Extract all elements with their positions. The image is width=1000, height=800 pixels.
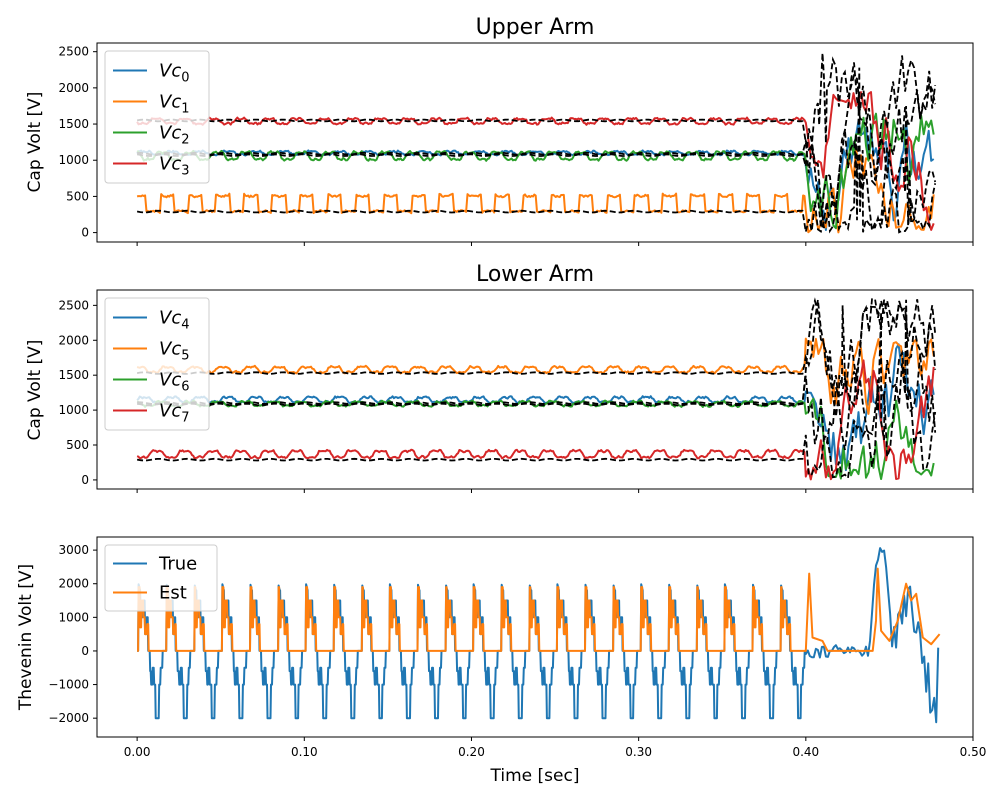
y-tick-label: 1500 [58,117,89,131]
thevenin-axes: Thevenin Volt [V] 0.00 0.10 0.20 0.30 0.40 0.… [16,536,987,786]
y-tick-label: 2500 [58,298,89,312]
series-vc6-line [136,397,935,480]
series-vc3-line [136,91,935,231]
legend-label-vc7: Vc7 [159,401,190,426]
legend-label-vc0: Vc0 [159,61,190,86]
y-tick-label: 1500 [58,368,89,382]
y-tick-label: 0 [81,473,89,487]
reference-line-2 [136,297,937,468]
y-tick-label: −2000 [48,711,89,725]
y-tick-label: 0 [81,226,89,240]
series-vc2-line [136,112,935,230]
series-est-line [136,567,941,652]
y-tick-label: 500 [66,189,89,203]
x-tick-label: 0.20 [458,745,485,759]
y-tick-label: 2500 [58,45,89,59]
reference-line-3 [136,299,937,477]
legend-box [104,544,218,612]
legend-label-vc4: Vc4 [159,308,190,333]
y-tick-label: 1000 [58,610,89,624]
legend-label-vc6: Vc6 [159,370,190,395]
lower-arm-legend: Vc4 Vc5 Vc6 Vc7 [104,297,210,431]
upper-arm-ylabel: Cap Volt [V] [25,92,45,193]
legend-label-vc1: Vc1 [159,92,190,117]
y-tick-label: 1000 [58,403,89,417]
y-tick-label: 2000 [58,577,89,591]
x-tick-label: 0.50 [960,745,987,759]
y-tick-label: 2000 [58,333,89,347]
thevenin-legend: True Est [104,544,218,612]
legend-label-true: True [158,554,197,575]
series-vc7-line [136,359,935,481]
upper-arm-legend: Vc0 Vc1 Vc2 Vc3 [104,50,210,184]
legend-label-vc2: Vc2 [159,123,190,148]
thevenin-frame [96,536,974,738]
x-tick-label: 0.10 [291,745,318,759]
series-vc4-line [136,343,935,472]
upper-arm-frame [96,42,974,243]
y-tick-label: −1000 [48,678,89,692]
reference-line-0 [136,297,937,417]
lower-arm-frame [96,289,974,490]
series-vc5-line [136,337,935,415]
y-tick-label: 1000 [58,153,89,167]
reference-line-3 [136,55,937,234]
y-tick-label: 500 [66,438,89,452]
reference-line-0 [136,53,937,187]
upper-arm-axes: Upper Arm Cap Volt [V] 0 500 1000 1500 2000 2… [25,15,974,246]
legend-label-vc5: Vc5 [159,339,190,364]
x-tick-label: 0.00 [124,745,151,759]
legend-label-vc3: Vc3 [159,154,190,179]
y-tick-label: 0 [81,644,89,658]
y-tick-label: 3000 [58,543,89,557]
thevenin-ylabel: Thevenin Volt [V] [16,564,36,711]
legend-box [104,50,210,184]
reference-line-2 [136,105,937,231]
lower-arm-axes: Lower Arm Cap Volt [V] 0 500 1000 1500 2000 2… [25,262,974,493]
x-axis-label: Time [sec] [490,766,580,786]
x-tick-label: 0.30 [625,745,652,759]
x-tick-label: 0.40 [792,745,819,759]
upper-arm-title: Upper Arm [476,15,595,40]
legend-box [104,297,210,431]
series-vc1-line [136,147,935,234]
legend-label-est: Est [159,583,187,604]
lower-arm-ylabel: Cap Volt [V] [25,340,45,441]
y-tick-label: 2000 [58,81,89,95]
lower-arm-title: Lower Arm [476,262,594,287]
